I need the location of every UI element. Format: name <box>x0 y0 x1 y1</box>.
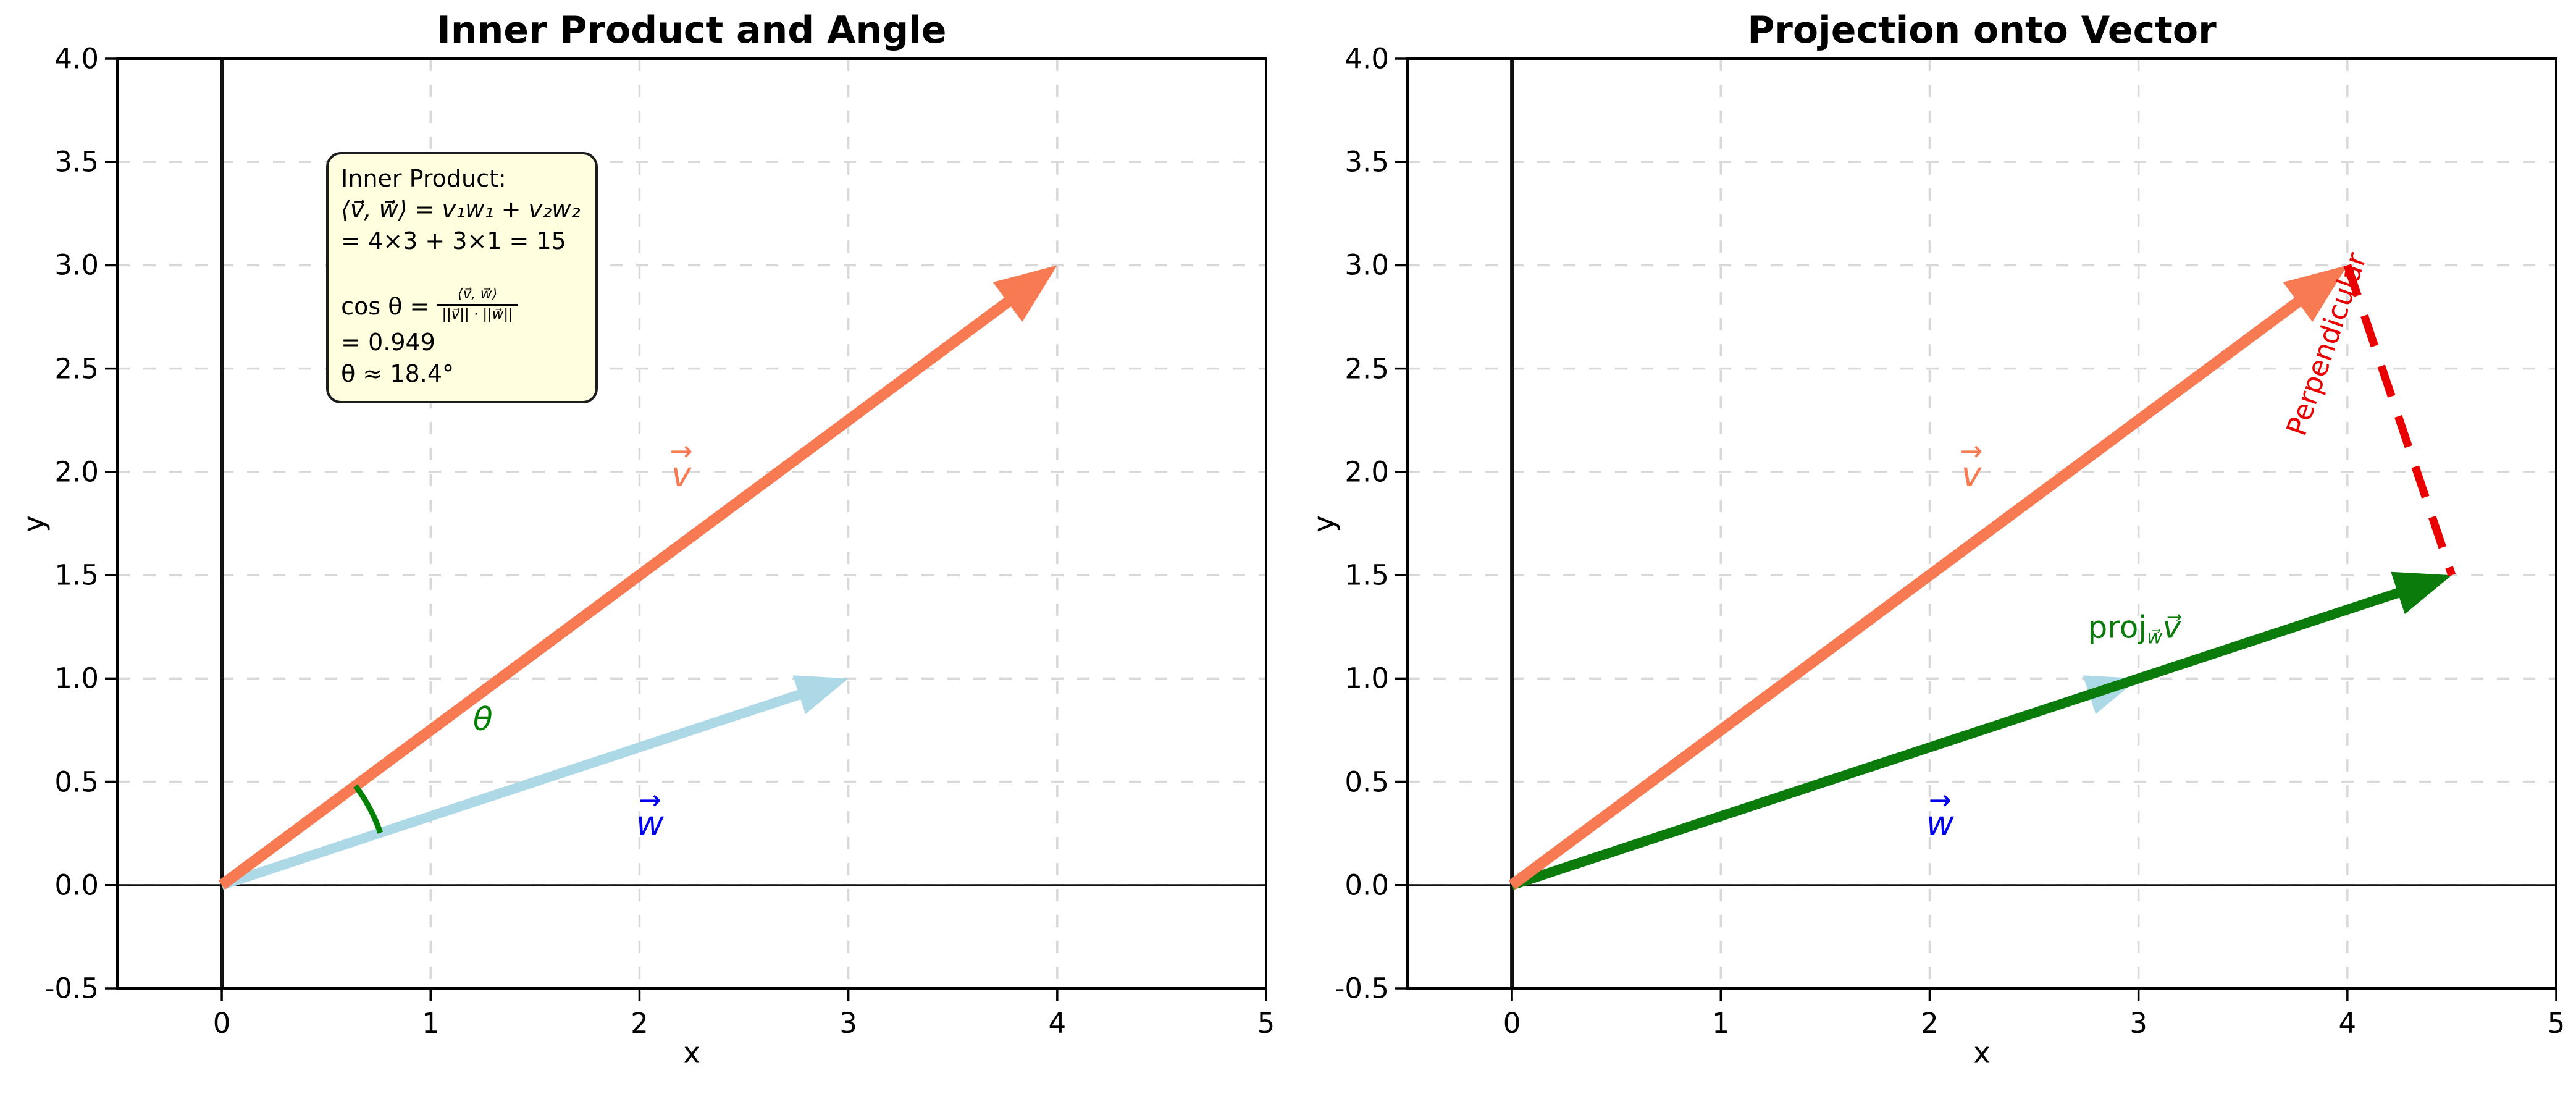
x-tick-label: 0 <box>1503 1007 1521 1040</box>
y-tick-label: 2.0 <box>54 455 99 489</box>
y-tick-label: 4.0 <box>1345 42 1389 75</box>
label-left-v: → v <box>670 438 693 495</box>
x-tick-label: 2 <box>631 1007 648 1040</box>
annotation-title: Inner Product: <box>341 164 506 192</box>
y-tick-label: 2.5 <box>54 352 99 385</box>
y-tick-label: -0.5 <box>1335 972 1389 1005</box>
y-tick-label: 0.0 <box>54 869 99 902</box>
y-tick-label: 4.0 <box>54 42 99 75</box>
perpendicular-dashed-line <box>2343 264 2456 577</box>
vector-v-shaft <box>1508 291 2310 890</box>
cos-prefix: cos θ = <box>341 293 437 321</box>
vector-letter: w <box>1926 804 1954 844</box>
label-left-w: → w <box>636 787 664 844</box>
proj-vector: v⃗ <box>2162 609 2181 646</box>
y-tick-label: 1.5 <box>1345 558 1389 592</box>
annotation-formula: ⟨v⃗, w⃗⟩ = v₁w₁ + v₂w₂ <box>341 196 581 224</box>
vector-letter: w <box>636 804 664 844</box>
y-tick-label: 3.5 <box>1345 145 1389 179</box>
axes-spines <box>1406 57 2557 990</box>
annotation-cos-result: = 0.949 <box>341 329 435 356</box>
x-tick-label: 0 <box>212 1007 231 1040</box>
panel-title-0: Inner Product and Angle <box>437 9 947 52</box>
vector-letter: v <box>1961 455 1982 495</box>
proj-subscript: w⃗ <box>2147 626 2163 649</box>
x-tick-label: 1 <box>421 1007 440 1040</box>
annotation-calculation: = 4×3 + 3×1 = 15 <box>341 227 566 255</box>
proj-prefix: proj <box>2087 609 2147 646</box>
vector-v-shaft <box>218 291 1020 890</box>
x-tick-label: 1 <box>1711 1007 1730 1040</box>
y-tick-label: 2.5 <box>1345 352 1389 385</box>
y-tick-label: 1.5 <box>54 558 99 592</box>
x-tick-label: 4 <box>2338 1007 2357 1040</box>
x-tick-label: 4 <box>1048 1007 1067 1040</box>
vector-v-head <box>2283 265 2347 322</box>
vector-letter: v <box>671 455 692 495</box>
fraction-denominator: ||v⃗|| · ||w⃗|| <box>442 306 513 322</box>
annotation-cos-formula: cos θ = ⟨v⃗, w⃗⟩ ||v⃗|| · ||w⃗|| <box>341 286 580 327</box>
x-axis-label-1: x <box>1973 1036 1991 1071</box>
vector-proj_w_v-shaft <box>1510 585 2409 890</box>
angle-arc <box>353 784 384 834</box>
inner-product-annotation: Inner Product: ⟨v⃗, w⃗⟩ = v₁w₁ + v₂w₂ = … <box>326 151 598 403</box>
vector-w-head <box>792 675 849 714</box>
vector-w-shaft <box>220 687 810 890</box>
vector-proj_w_v-head <box>2391 571 2452 615</box>
label-right-w: → w <box>1926 787 1954 844</box>
x-axis-label-0: x <box>683 1036 700 1071</box>
y-tick-label: 0.5 <box>54 765 99 799</box>
label-theta: θ <box>472 701 493 739</box>
y-axis-label-1: y <box>1307 515 1341 532</box>
y-tick-label: 2.0 <box>1345 455 1389 489</box>
fraction: ⟨v⃗, w⃗⟩ ||v⃗|| · ||w⃗|| <box>437 285 518 323</box>
y-tick-label: -0.5 <box>44 972 99 1005</box>
y-tick-label: 3.0 <box>54 248 99 282</box>
y-tick-label: 0.0 <box>1345 869 1389 902</box>
panel-title-1: Projection onto Vector <box>1747 9 2217 52</box>
axes-spines <box>116 57 1267 990</box>
x-tick-label: 5 <box>1257 1007 1275 1040</box>
annotation-theta-result: θ ≈ 18.4° <box>341 360 455 388</box>
x-tick-label: 3 <box>2129 1007 2147 1040</box>
x-tick-label: 3 <box>839 1007 857 1040</box>
y-tick-label: 1.0 <box>1345 662 1389 695</box>
x-tick-label: 2 <box>1921 1007 1939 1040</box>
label-right-v: → v <box>1960 438 1983 495</box>
vector-v-head <box>992 265 1057 322</box>
y-tick-label: 3.0 <box>1345 248 1389 282</box>
label-proj: projw⃗v⃗ <box>2088 610 2181 649</box>
y-tick-label: 1.0 <box>54 662 99 695</box>
y-axis-label-0: y <box>17 515 51 532</box>
y-tick-label: 0.5 <box>1345 765 1389 799</box>
fraction-numerator: ⟨v⃗, w⃗⟩ <box>437 285 518 306</box>
x-tick-label: 5 <box>2547 1007 2566 1040</box>
y-tick-label: 3.5 <box>54 145 99 179</box>
